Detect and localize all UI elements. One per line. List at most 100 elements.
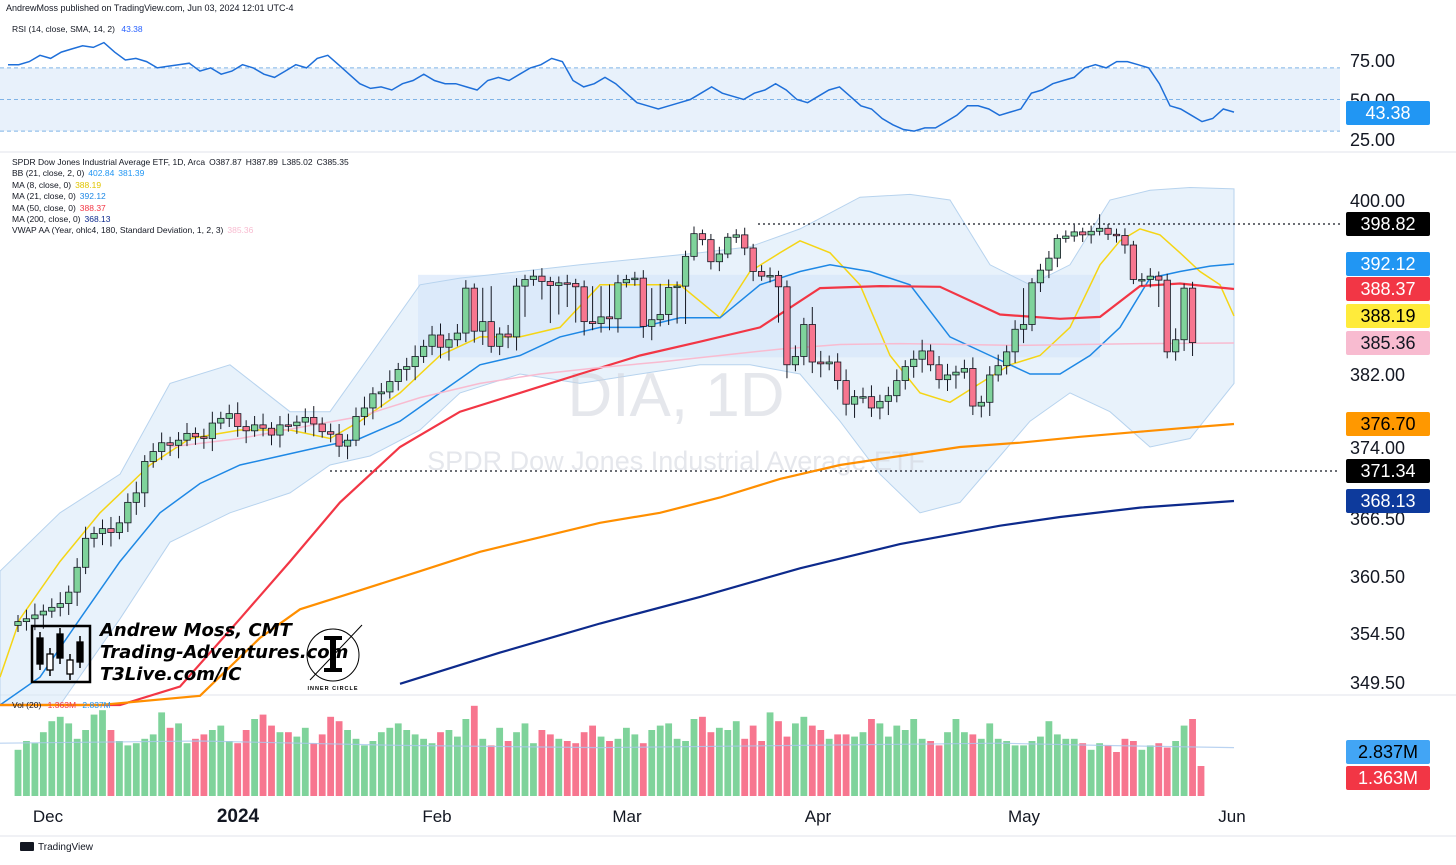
candle-body bbox=[986, 374, 994, 403]
candle-body bbox=[504, 333, 512, 338]
candle-body bbox=[225, 413, 233, 419]
vol-legend-down: 1.363M bbox=[47, 700, 77, 710]
candle-body bbox=[200, 436, 208, 439]
candle-body bbox=[217, 417, 225, 424]
candle-body bbox=[825, 361, 833, 365]
rsi-panel bbox=[0, 41, 1340, 132]
candle-body bbox=[910, 358, 918, 368]
rsi-badge: 43.38 bbox=[1346, 101, 1430, 125]
candle-body bbox=[250, 424, 259, 432]
vol-legend: Vol (20) 1.363M 2.837M bbox=[12, 700, 115, 710]
branding-line-1: Andrew Moss, CMT bbox=[100, 620, 292, 641]
volume-bar bbox=[580, 732, 588, 796]
volume-bar bbox=[124, 745, 132, 796]
volume-bar bbox=[107, 730, 115, 796]
volume-bar bbox=[192, 738, 199, 796]
volume-bar bbox=[952, 719, 960, 796]
candle-body bbox=[681, 255, 690, 287]
volume-bar bbox=[166, 727, 174, 796]
candle-body bbox=[927, 350, 935, 366]
candle-body bbox=[65, 591, 73, 604]
volume-bar bbox=[1104, 745, 1112, 796]
volume-bar bbox=[935, 745, 943, 796]
volume-bar bbox=[470, 705, 478, 796]
candle-body bbox=[453, 332, 462, 341]
time-tick-label: Apr bbox=[805, 807, 832, 826]
logo-candle-icon bbox=[56, 633, 64, 659]
candle-body bbox=[597, 316, 605, 324]
candle-body bbox=[512, 285, 521, 338]
candle-body bbox=[876, 400, 884, 409]
inner-circle-icon bbox=[330, 636, 336, 672]
main-legend-label: MA (200, close, 0) bbox=[12, 214, 81, 224]
tradingview-logo-icon bbox=[20, 842, 34, 851]
volume-bar bbox=[639, 743, 647, 796]
volume-bar bbox=[411, 734, 419, 796]
volume-bar bbox=[99, 710, 106, 796]
volume-bar bbox=[369, 741, 377, 796]
volume-bar bbox=[496, 727, 504, 796]
volume-bar bbox=[158, 712, 166, 796]
rsi-tick-label: 75.00 bbox=[1350, 51, 1395, 71]
candle-body bbox=[394, 368, 402, 382]
candle-body bbox=[1146, 275, 1154, 280]
candle-body bbox=[605, 316, 614, 320]
volume-bar bbox=[1130, 741, 1137, 796]
candle-body bbox=[149, 451, 157, 462]
volume-bar bbox=[48, 721, 56, 796]
time-tick-label: Mar bbox=[612, 807, 642, 826]
main-legend-value: O387.87 bbox=[209, 157, 242, 167]
volume-bar bbox=[994, 738, 1002, 796]
candle-body bbox=[884, 395, 892, 402]
candle-body bbox=[310, 416, 318, 425]
volume-bar bbox=[276, 732, 284, 796]
volume-bar bbox=[1011, 745, 1019, 796]
volume-badge: 2.837M bbox=[1346, 740, 1430, 764]
candle-body bbox=[234, 413, 242, 427]
candle-body bbox=[1019, 324, 1028, 330]
main-legend-row: VWAP AA (Year, ohlc4, 180, Standard Devi… bbox=[12, 225, 257, 235]
logo-candle-icon bbox=[46, 653, 54, 671]
volume-bar bbox=[766, 712, 774, 796]
volume-bar bbox=[513, 732, 520, 796]
candle-body bbox=[1011, 328, 1019, 353]
candle-body bbox=[276, 424, 284, 436]
candle-body bbox=[411, 356, 419, 368]
volume-bar bbox=[268, 725, 275, 796]
volume-bar bbox=[665, 723, 673, 796]
price-tick-label: 382.00 bbox=[1350, 365, 1405, 385]
candle-body bbox=[343, 439, 352, 447]
candle-body bbox=[859, 396, 867, 399]
candle-body bbox=[369, 393, 377, 409]
volume-bar bbox=[242, 730, 250, 796]
price-badge: 398.82 bbox=[1346, 212, 1430, 236]
candle-body bbox=[377, 391, 385, 395]
candle-body bbox=[90, 533, 98, 539]
volume-badge: 1.363M bbox=[1346, 766, 1430, 790]
time-tick-label: May bbox=[1008, 807, 1041, 826]
candle-body bbox=[808, 324, 816, 363]
candle-body bbox=[1180, 287, 1188, 341]
rsi-line bbox=[8, 41, 1235, 132]
rsi-legend-value: 43.38 bbox=[121, 24, 143, 34]
volume-bar bbox=[969, 734, 977, 796]
candle-body bbox=[969, 368, 977, 407]
volume-bar bbox=[884, 736, 892, 796]
volume-bar bbox=[217, 725, 225, 796]
volume-bar bbox=[293, 736, 301, 796]
candle-body bbox=[56, 603, 64, 608]
candle-body bbox=[183, 432, 191, 441]
candle-body bbox=[259, 424, 267, 429]
candle-body bbox=[284, 424, 293, 427]
main-legend-value: 388.37 bbox=[79, 202, 106, 213]
volume-bar bbox=[73, 738, 81, 796]
volume-bar bbox=[327, 716, 335, 796]
candle-body bbox=[1096, 227, 1104, 232]
volume-bar bbox=[808, 725, 816, 796]
candle-body bbox=[741, 234, 749, 249]
price-badge: 392.12 bbox=[1346, 252, 1430, 276]
volume-bar bbox=[335, 721, 343, 796]
volume-bar bbox=[437, 732, 444, 796]
